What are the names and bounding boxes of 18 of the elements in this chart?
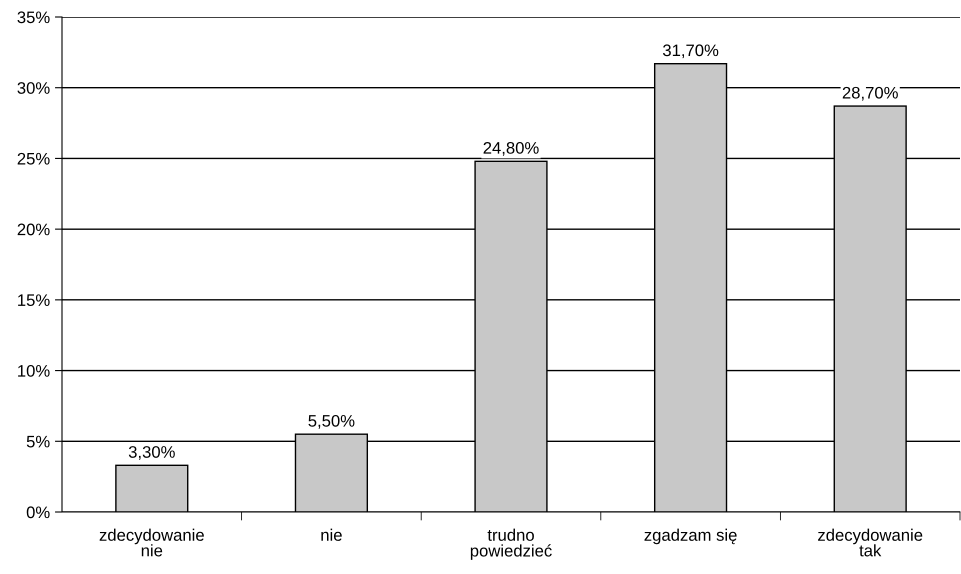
data-label: 3,30%	[128, 446, 175, 460]
data-label: 31,70%	[662, 44, 718, 58]
x-tick-label: nie	[321, 528, 342, 541]
y-tick-label: 10%	[18, 364, 50, 377]
y-tick-label: 35%	[17, 11, 50, 24]
x-tick-label: zdecydowanie nie	[100, 528, 204, 556]
y-tick-label: 25%	[18, 152, 50, 165]
data-label: 28,70%	[842, 86, 898, 101]
x-tick-label: trudno powiedzieć	[470, 528, 552, 560]
x-tick-label: zdecydowanie tak	[818, 528, 922, 556]
y-tick-label: 5%	[26, 436, 50, 448]
x-tick-label: zgadzam się	[644, 528, 737, 544]
y-tick-label: 0%	[26, 506, 50, 518]
y-tick-label: 20%	[18, 224, 50, 236]
data-label: 24,80%	[484, 142, 539, 156]
y-tick-label: 30%	[17, 82, 50, 94]
data-label: 5,50%	[308, 414, 354, 429]
y-tick-label: 15%	[18, 294, 50, 306]
